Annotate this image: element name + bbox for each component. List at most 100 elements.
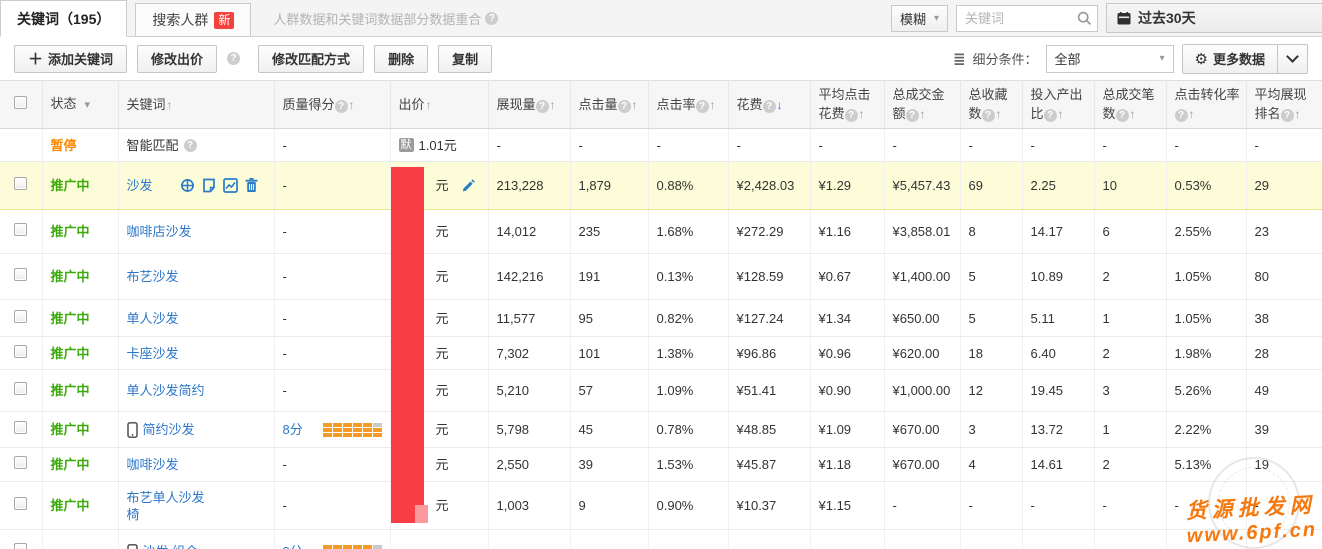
help-icon[interactable]: ? xyxy=(844,109,858,122)
trash-icon[interactable] xyxy=(245,178,258,193)
sort-arrow-icon[interactable]: ↑ xyxy=(348,97,355,112)
row-checkbox[interactable] xyxy=(14,268,28,281)
more-data-button[interactable]: ⚙ 更多数据 xyxy=(1182,44,1277,73)
sort-arrow-icon[interactable]: ↑ xyxy=(549,97,556,112)
col-header-conv_rate[interactable]: 点击转化率? ↑ xyxy=(1166,80,1247,129)
col-header-cost[interactable]: 花费? ↓ xyxy=(728,80,811,129)
sort-arrow-icon[interactable]: ↑ xyxy=(1057,107,1064,121)
row-checkbox[interactable] xyxy=(14,421,28,434)
fuzzy-select-value: 模糊 xyxy=(899,11,926,27)
row-checkbox[interactable] xyxy=(14,543,28,549)
pencil-icon[interactable] xyxy=(461,178,476,193)
keyword-link[interactable]: 布艺单人沙发椅 xyxy=(126,489,205,522)
row-checkbox[interactable] xyxy=(14,177,28,190)
expand-columns-button[interactable] xyxy=(1277,44,1307,73)
col-header-bid[interactable]: 出价↑ xyxy=(390,80,489,129)
delete-button[interactable]: 删除 xyxy=(374,44,429,73)
col-header-avg_cost[interactable]: 平均点击花费? ↑ xyxy=(810,80,885,129)
search-icon[interactable] xyxy=(1077,11,1092,26)
column-label: 点击率 xyxy=(656,96,696,112)
sort-arrow-icon[interactable]: ↑ xyxy=(858,107,865,121)
cell-orders: 1 xyxy=(1094,299,1167,337)
help-icon[interactable]: ? xyxy=(981,109,995,122)
col-header-favorites[interactable]: 总收藏数? ↑ xyxy=(960,80,1023,129)
report-icon[interactable] xyxy=(202,178,216,193)
tab-audience[interactable]: 搜索人群 新 xyxy=(135,3,252,37)
col-header-orders[interactable]: 总成交笔数? ↑ xyxy=(1094,80,1167,129)
keyword-link[interactable]: 布艺沙发 xyxy=(126,269,179,284)
col-header-ctr[interactable]: 点击率? ↑ xyxy=(648,80,729,129)
row-checkbox[interactable] xyxy=(14,344,28,358)
search-input[interactable] xyxy=(956,4,1098,32)
segment-select[interactable]: 全部 ▾ xyxy=(1045,44,1174,73)
cell-total_amount: ¥650.00 xyxy=(884,299,961,337)
keyword-link[interactable]: 单人沙发简约 xyxy=(126,383,205,398)
table-row: 推广中 布艺沙发 - 元 142,216 191 0.13% ¥128.59 ¥0.67 ¥1,4… xyxy=(0,253,1322,300)
help-icon[interactable]: ? xyxy=(617,99,631,113)
date-range-button[interactable]: 过去30天 xyxy=(1106,3,1322,33)
sort-arrow-icon[interactable]: ↑ xyxy=(709,97,716,112)
col-header-keyword[interactable]: 关键词↑ xyxy=(118,80,275,129)
bid-wrap: 元 xyxy=(399,456,484,473)
row-checkbox[interactable] xyxy=(14,382,28,395)
keyword-link[interactable]: 咖啡沙发 xyxy=(126,457,179,472)
col-header-quality[interactable]: 质量得分? ↑ xyxy=(274,80,391,129)
sort-arrow-icon[interactable]: ↑ xyxy=(1188,107,1195,121)
sort-arrow-icon[interactable]: ↑ xyxy=(995,107,1002,121)
col-header-clicks[interactable]: 点击量? ↑ xyxy=(570,80,649,129)
help-icon[interactable]: ? xyxy=(227,52,241,65)
sort-arrow-icon[interactable]: ↓ xyxy=(776,97,783,112)
help-icon[interactable]: ? xyxy=(183,138,197,152)
keyword-wrap: 咖啡沙发 xyxy=(127,456,270,473)
sort-arrow-icon[interactable]: ↑ xyxy=(631,97,638,112)
cell-select xyxy=(0,161,43,210)
sort-arrow-icon[interactable]: ↑ xyxy=(1294,107,1301,121)
row-checkbox[interactable] xyxy=(14,456,28,469)
help-icon[interactable]: ? xyxy=(1174,109,1188,122)
status-text: 推广中 xyxy=(50,224,90,239)
help-icon[interactable]: ? xyxy=(535,99,549,113)
help-icon[interactable]: ? xyxy=(762,99,776,113)
sort-arrow-icon[interactable]: ↑ xyxy=(1129,107,1136,121)
keyword-link: 智能匹配 xyxy=(126,137,179,153)
col-header-impressions[interactable]: 展现量? ↑ xyxy=(488,80,571,129)
row-checkbox[interactable] xyxy=(14,497,28,510)
copy-button[interactable]: 复制 xyxy=(438,44,493,73)
target-icon[interactable] xyxy=(180,178,195,193)
row-checkbox[interactable] xyxy=(14,309,28,323)
keyword-link[interactable]: 单人沙发 xyxy=(126,310,179,326)
help-icon[interactable]: ? xyxy=(1043,109,1057,122)
cell-roi: 5.11 xyxy=(1022,299,1095,337)
tab-keywords[interactable]: 关键词（195） xyxy=(0,0,128,37)
col-header-total_amount[interactable]: 总成交金额? ↑ xyxy=(884,80,961,129)
edit-match-button[interactable]: 修改匹配方式 xyxy=(258,44,365,73)
col-header-avg_rank[interactable]: 平均展现排名? ↑ xyxy=(1246,80,1322,129)
edit-bid-button[interactable]: 修改出价 xyxy=(137,44,218,73)
trend-icon[interactable] xyxy=(222,178,238,193)
keyword-link[interactable]: 卡座沙发 xyxy=(126,345,179,361)
sort-arrow-icon[interactable]: ↑ xyxy=(166,97,173,112)
sort-arrow-icon[interactable]: ↑ xyxy=(919,107,926,121)
help-icon[interactable]: ? xyxy=(1115,109,1129,122)
list-icon: ≣ xyxy=(952,50,966,68)
keyword-link[interactable]: 沙发 组合 xyxy=(143,543,199,549)
cell-cost xyxy=(728,529,811,549)
bid-suffix: 元 xyxy=(435,224,449,239)
add-keyword-button[interactable]: ＋ 添加关键词 xyxy=(14,44,128,73)
help-icon[interactable]: ? xyxy=(485,11,499,25)
filter-caret-icon[interactable]: ▾ xyxy=(84,99,91,111)
row-checkbox[interactable] xyxy=(14,96,28,109)
row-checkbox[interactable] xyxy=(14,223,28,236)
fuzzy-select[interactable]: 模糊 ▾ xyxy=(890,4,948,32)
help-icon[interactable]: ? xyxy=(334,99,348,113)
help-icon[interactable]: ? xyxy=(695,99,709,113)
cell-total_amount: ¥670.00 xyxy=(884,447,961,482)
col-header-status[interactable]: 状态 ▾ xyxy=(42,80,119,129)
help-icon[interactable]: ? xyxy=(905,109,919,122)
keyword-link[interactable]: 沙发 xyxy=(126,178,153,193)
help-icon[interactable]: ? xyxy=(1280,109,1294,122)
keyword-link[interactable]: 咖啡店沙发 xyxy=(126,224,192,239)
sort-arrow-icon[interactable]: ↑ xyxy=(425,97,432,112)
col-header-roi[interactable]: 投入产出比? ↑ xyxy=(1022,80,1095,129)
keyword-link[interactable]: 简约沙发 xyxy=(142,422,195,437)
